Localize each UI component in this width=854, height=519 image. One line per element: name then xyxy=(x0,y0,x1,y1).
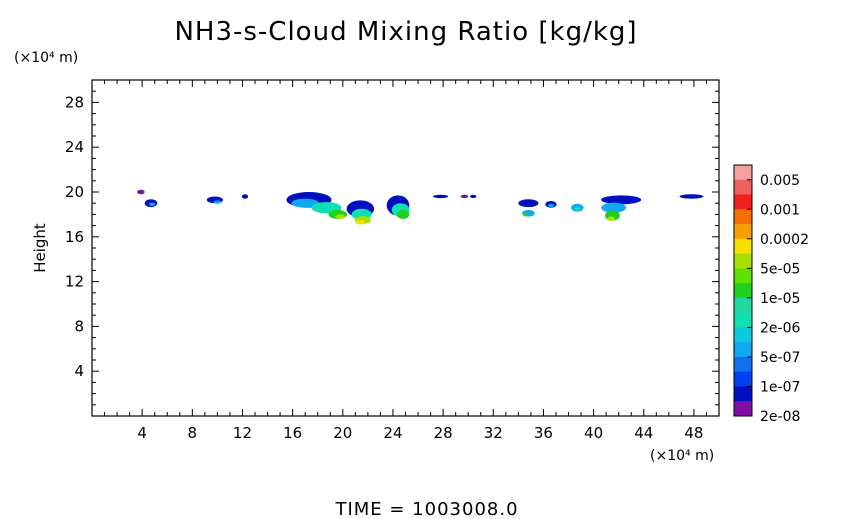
legend-border xyxy=(733,164,753,417)
cloud-patch xyxy=(679,194,704,199)
legend-swatch xyxy=(734,194,752,210)
y-tick-label: 12 xyxy=(65,273,84,291)
cloud-patch xyxy=(149,202,156,207)
x-tick-label: 36 xyxy=(534,424,553,442)
legend-swatch xyxy=(734,327,752,343)
legend-label: 2e-08 xyxy=(760,409,800,425)
legend-swatch xyxy=(734,283,752,299)
x-tick-label: 20 xyxy=(333,424,352,442)
cloud-patch xyxy=(137,189,145,195)
legend-label: 5e-07 xyxy=(760,350,800,366)
cloud-patch xyxy=(601,195,642,205)
cloud-patch xyxy=(241,194,249,199)
cloud-field xyxy=(137,189,704,225)
legend-swatch xyxy=(734,179,752,195)
cloud-patch xyxy=(355,220,366,225)
x-tick-label: 4 xyxy=(137,424,147,442)
y-axis-label: Height xyxy=(31,223,49,273)
x-tick-label: 40 xyxy=(584,424,603,442)
chart-title: NH3-s-Cloud Mixing Ratio [kg/kg] xyxy=(174,17,637,47)
legend-swatch xyxy=(734,224,752,240)
legend-swatch xyxy=(734,297,752,313)
y-tick-label: 16 xyxy=(65,228,84,246)
cloud-patch xyxy=(335,214,346,219)
x-tick-label: 32 xyxy=(484,424,503,442)
y-axis-unit: (×10⁴ m) xyxy=(14,50,78,66)
cloud-patch xyxy=(396,209,410,219)
legend-swatch xyxy=(734,209,752,225)
plot-border xyxy=(91,79,720,417)
y-tick-label: 20 xyxy=(65,183,84,201)
x-tick-label: 8 xyxy=(188,424,198,442)
legend-swatch xyxy=(734,401,752,417)
x-tick-label: 16 xyxy=(283,424,302,442)
legend-swatch xyxy=(734,268,752,284)
x-axis: 4 8 12 16 20 24 28 32 36 40 44 48 xyxy=(104,80,707,442)
cloud-patch xyxy=(470,194,477,199)
legend-label: 1e-07 xyxy=(760,379,800,395)
legend-swatch xyxy=(734,253,752,269)
y-tick-label: 4 xyxy=(74,362,84,380)
legend-swatch xyxy=(734,342,752,358)
legend-label: 0.0002 xyxy=(760,232,809,248)
legend-swatch xyxy=(734,356,752,373)
legend-swatch xyxy=(734,386,752,402)
x-tick-label: 12 xyxy=(233,424,252,442)
cloud-patch xyxy=(518,199,539,208)
cloud-patch xyxy=(547,203,555,208)
y-axis: 4 8 12 16 20 24 28 xyxy=(65,90,719,406)
cloud-patch xyxy=(601,202,627,213)
x-tick-label: 24 xyxy=(383,424,402,442)
legend-label: 2e-06 xyxy=(760,320,800,336)
color-legend: 0.005 0.001 0.0002 5e-05 1e-05 2e-06 5e-07 1e-0… xyxy=(733,164,809,425)
y-tick-label: 8 xyxy=(74,317,84,335)
cloud-patch xyxy=(460,194,469,199)
legend-label: 1e-05 xyxy=(760,291,800,307)
legend-swatch xyxy=(734,165,752,181)
cloud-patch xyxy=(574,207,581,211)
cloud-patch xyxy=(522,212,530,217)
legend-label: 0.001 xyxy=(760,202,800,218)
legend-swatch xyxy=(734,312,752,328)
x-tick-label: 44 xyxy=(634,424,653,442)
plot-frame xyxy=(91,79,720,417)
time-label: TIME = 1003008.0 xyxy=(334,499,518,519)
x-tick-label: 28 xyxy=(434,424,453,442)
legend-label: 0.005 xyxy=(760,173,800,189)
cloud-patch xyxy=(433,194,449,199)
cloud-patch xyxy=(213,200,222,204)
legend-swatch xyxy=(734,238,752,254)
y-tick-label: 24 xyxy=(65,138,84,156)
legend-swatch xyxy=(734,371,752,387)
cloud-patch xyxy=(607,216,615,222)
y-tick-label: 28 xyxy=(65,93,84,111)
legend-label: 5e-05 xyxy=(760,261,800,277)
x-tick-label: 48 xyxy=(684,424,703,442)
cloud-patch xyxy=(291,198,319,208)
x-axis-unit: (×10⁴ m) xyxy=(650,448,714,464)
